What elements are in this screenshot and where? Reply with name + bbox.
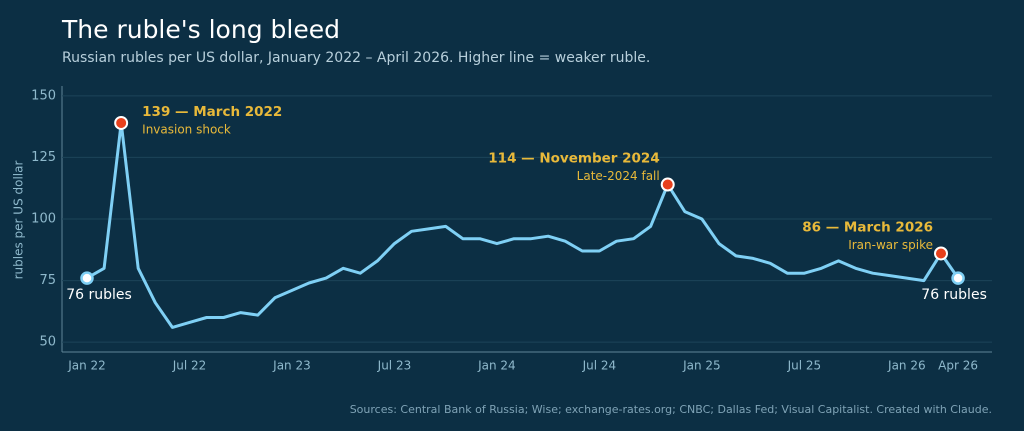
- y-tick-label: 150: [31, 88, 56, 103]
- x-tick-label: Jan 25: [682, 359, 721, 373]
- end-label: 76 rubles: [921, 287, 987, 303]
- line: [86, 121, 960, 329]
- x-tick-label: Jan 22: [67, 359, 106, 373]
- chart-title: The ruble's long bleed: [61, 15, 340, 44]
- annotation-label: 86 — March 2026: [802, 219, 933, 235]
- highlight-point: [660, 177, 675, 192]
- annotation-note: Late-2024 fall: [577, 169, 660, 183]
- x-tick-label: Jan 26: [887, 359, 926, 373]
- x-tick-label: Jan 24: [477, 359, 516, 373]
- y-tick-label: 100: [31, 212, 56, 227]
- x-tick-label: Jul 25: [787, 359, 822, 373]
- end-point: [80, 271, 94, 285]
- source: Sources: Central Bank of Russia; Wise; e…: [350, 403, 992, 416]
- y-tick-label: 125: [31, 150, 56, 165]
- annotation-note: Iran-war spike: [848, 238, 933, 252]
- y-axis-label: rubles per US dollar: [12, 161, 26, 280]
- y-tick-label: 50: [39, 335, 56, 350]
- y-tick-label: 75: [39, 273, 56, 288]
- highlight-point: [934, 246, 948, 261]
- annotation-label: 139 — March 2022: [142, 104, 282, 120]
- chart-subtitle: Russian rubles per US dollar, January 20…: [62, 50, 650, 66]
- x-tick-label: Jul 23: [377, 359, 412, 373]
- end-label: 76 rubles: [66, 287, 132, 303]
- end-point: [951, 271, 965, 285]
- x-tick-label: Jul 24: [582, 359, 617, 373]
- annotation-label: 114 — November 2024: [488, 151, 659, 167]
- highlight-point: [114, 115, 129, 130]
- x-tick-label: Jan 23: [272, 359, 311, 373]
- x-tick-label: Jul 22: [172, 359, 207, 373]
- annotation-note: Invasion shock: [142, 122, 231, 136]
- x-tick-label: Apr 26: [938, 359, 978, 373]
